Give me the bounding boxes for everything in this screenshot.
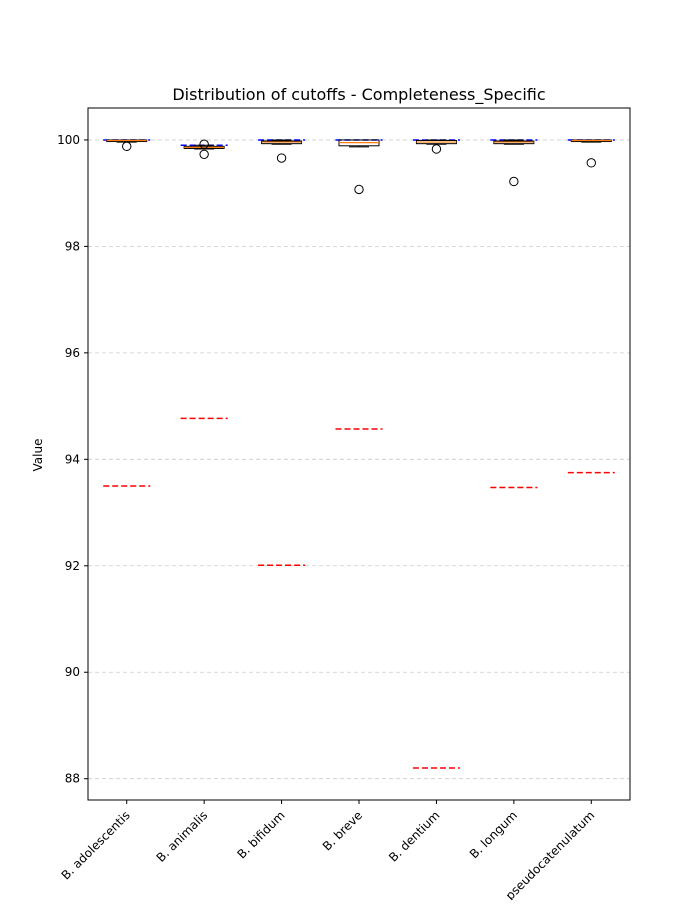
y-tick-label: 90 xyxy=(65,665,80,679)
x-tick-label: B. longum xyxy=(467,808,520,861)
y-tick-label: 100 xyxy=(57,133,80,147)
x-tick-label: B. adolescentis xyxy=(59,808,133,882)
box-6 xyxy=(493,139,535,187)
x-tick-label: B. breve xyxy=(320,808,365,853)
plot-frame xyxy=(87,107,631,801)
outlier-point xyxy=(122,141,132,152)
box-5 xyxy=(415,139,457,154)
x-tick-label: B. bifidum xyxy=(234,808,287,861)
outlier-point xyxy=(199,149,209,160)
y-tick-label: 94 xyxy=(65,452,80,466)
y-axis-label: Value xyxy=(31,439,45,472)
y-tick-label: 92 xyxy=(65,559,80,573)
outlier-point xyxy=(276,153,287,163)
ticks-layer: 88 90 92 94 96 98 100 B. adolescentis B. animali… xyxy=(57,133,597,905)
outlier-point xyxy=(431,144,442,154)
reference-lines-layer xyxy=(103,139,615,769)
outlier-point xyxy=(586,158,596,168)
outlier-point xyxy=(509,176,519,187)
box-4 xyxy=(338,139,380,195)
box-1 xyxy=(106,139,148,152)
outlier-point xyxy=(354,184,364,195)
x-tick-label: B. dentium xyxy=(386,808,442,864)
box-2 xyxy=(183,139,225,160)
box-3 xyxy=(261,139,303,163)
y-tick-label: 98 xyxy=(65,239,80,253)
x-tick-label: B. animalis xyxy=(154,808,211,865)
grid-layer xyxy=(88,139,630,780)
box-7 xyxy=(570,139,612,168)
outlier-point xyxy=(199,139,209,149)
y-tick-label: 88 xyxy=(65,772,80,786)
boxes-layer xyxy=(106,139,612,195)
y-tick-label: 96 xyxy=(65,346,80,360)
chart-title: Distribution of cutoffs - Completeness_S… xyxy=(172,85,545,105)
